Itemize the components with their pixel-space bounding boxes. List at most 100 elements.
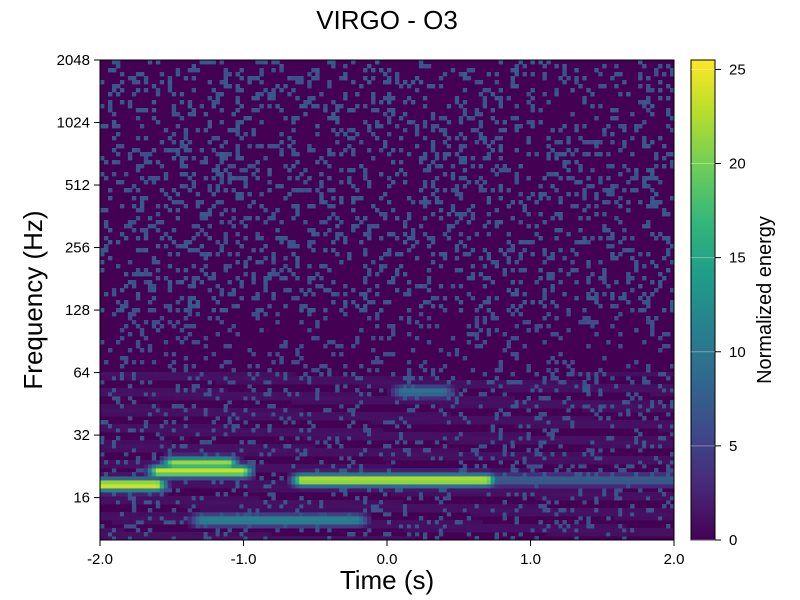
heatmap-cell <box>538 380 543 385</box>
heatmap-cell <box>618 400 623 405</box>
heatmap-cell <box>251 496 256 501</box>
heatmap-cell <box>271 256 276 261</box>
heatmap-cell <box>550 388 555 393</box>
heatmap-cell <box>379 448 384 453</box>
heatmap-cell <box>331 520 336 525</box>
heatmap-cell <box>267 504 272 509</box>
heatmap-cell <box>139 360 145 365</box>
heatmap-cell <box>207 428 213 433</box>
heatmap-cell <box>163 424 169 429</box>
heatmap-cell <box>335 428 340 433</box>
heatmap-cell <box>658 408 663 413</box>
heatmap-cell <box>390 276 396 281</box>
heatmap-cell <box>315 516 320 521</box>
heatmap-cell <box>478 400 484 405</box>
heatmap-cell <box>235 516 240 521</box>
heatmap-cell <box>470 264 476 269</box>
heatmap-cell <box>486 384 492 389</box>
heatmap-cell <box>442 468 448 473</box>
heatmap-cell <box>390 328 396 333</box>
heatmap-cell <box>474 488 480 493</box>
heatmap-cell <box>363 308 368 313</box>
heatmap-cell <box>151 376 157 381</box>
heatmap-cell <box>207 448 213 453</box>
heatmap-cell <box>622 512 627 517</box>
heatmap-cell <box>438 484 444 489</box>
heatmap-cell <box>367 484 372 489</box>
heatmap-cell <box>462 436 468 441</box>
heatmap-cell <box>522 384 527 389</box>
heatmap-cell <box>434 376 440 381</box>
heatmap-cell <box>554 332 559 337</box>
heatmap-cell <box>558 524 563 529</box>
heatmap-cell <box>426 476 432 481</box>
heatmap-cell <box>438 504 444 509</box>
heatmap-cell <box>394 436 400 441</box>
heatmap-cell <box>315 468 320 473</box>
heatmap-cell <box>474 468 480 473</box>
heatmap-cell <box>650 496 655 501</box>
heatmap-cell <box>263 408 268 413</box>
heatmap-cell <box>426 420 432 425</box>
heatmap-cell <box>103 244 109 249</box>
heatmap-cell <box>359 472 364 477</box>
heatmap-cell <box>542 340 547 345</box>
heatmap-cell <box>478 512 484 517</box>
heatmap-cell <box>594 488 599 493</box>
heatmap-cell <box>598 484 603 489</box>
heatmap-cell <box>203 356 209 361</box>
heatmap-cell <box>406 520 412 525</box>
heatmap-cell <box>566 456 571 461</box>
heatmap-cell <box>398 520 404 525</box>
heatmap-cell <box>610 444 615 449</box>
heatmap-cell <box>498 404 503 409</box>
heatmap-cell <box>626 456 631 461</box>
heatmap-cell <box>618 312 623 317</box>
heatmap-cell <box>159 316 165 321</box>
heatmap-cell <box>123 404 129 409</box>
heatmap-cell <box>155 432 161 437</box>
heatmap-cell <box>490 312 496 317</box>
heatmap-cell <box>498 524 503 529</box>
heatmap-cell <box>530 388 535 393</box>
heatmap-cell <box>554 404 559 409</box>
heatmap-cell <box>139 444 145 449</box>
heatmap-cell <box>371 384 376 389</box>
heatmap-cell <box>259 308 264 313</box>
heatmap-cell <box>383 412 388 417</box>
heatmap-cell <box>458 384 464 389</box>
heatmap-cell <box>410 380 416 385</box>
heatmap-cell <box>498 420 503 425</box>
heatmap-cell <box>247 524 252 529</box>
heatmap-cell <box>578 320 583 325</box>
heatmap-cell <box>538 424 543 429</box>
heatmap-cell <box>550 256 555 261</box>
heatmap-cell <box>498 432 503 437</box>
heatmap-cell <box>311 416 316 421</box>
heatmap-cell <box>123 300 129 305</box>
heatmap-cell <box>183 372 189 377</box>
heatmap-cell <box>434 496 440 501</box>
heatmap-cell <box>271 468 276 473</box>
heatmap-cell <box>251 416 256 421</box>
heatmap-cell <box>355 504 360 509</box>
heatmap-cell <box>255 400 260 405</box>
heatmap-cell <box>155 428 161 433</box>
heatmap-cell <box>498 528 503 533</box>
heatmap-cell <box>450 520 456 525</box>
heatmap-cell <box>398 468 404 473</box>
heatmap-cell <box>131 284 137 289</box>
heatmap-cell <box>303 536 308 540</box>
heatmap-cell <box>187 284 193 289</box>
heatmap-cell <box>363 296 368 301</box>
heatmap-cell <box>542 412 547 417</box>
heatmap-cell <box>363 436 368 441</box>
heatmap-cell <box>662 344 667 349</box>
heatmap-cell <box>486 480 492 485</box>
heatmap-cell <box>666 516 671 521</box>
heatmap-cell <box>331 480 336 485</box>
heatmap-cell <box>343 536 348 540</box>
heatmap-cell <box>119 428 125 433</box>
heatmap-cell <box>586 524 591 529</box>
heatmap-cell <box>267 304 272 309</box>
